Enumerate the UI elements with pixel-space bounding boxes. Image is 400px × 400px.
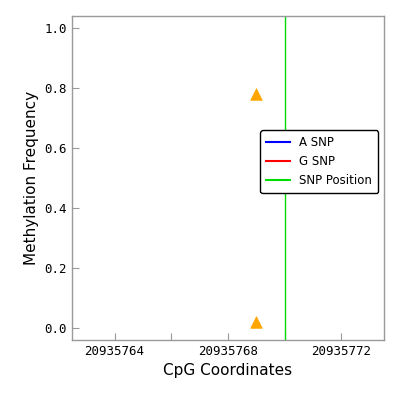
- Legend: A SNP, G SNP, SNP Position: A SNP, G SNP, SNP Position: [260, 130, 378, 193]
- X-axis label: CpG Coordinates: CpG Coordinates: [164, 364, 292, 378]
- Point: [253, 91, 260, 97]
- Point: [253, 319, 260, 325]
- Y-axis label: Methylation Frequency: Methylation Frequency: [24, 91, 39, 265]
